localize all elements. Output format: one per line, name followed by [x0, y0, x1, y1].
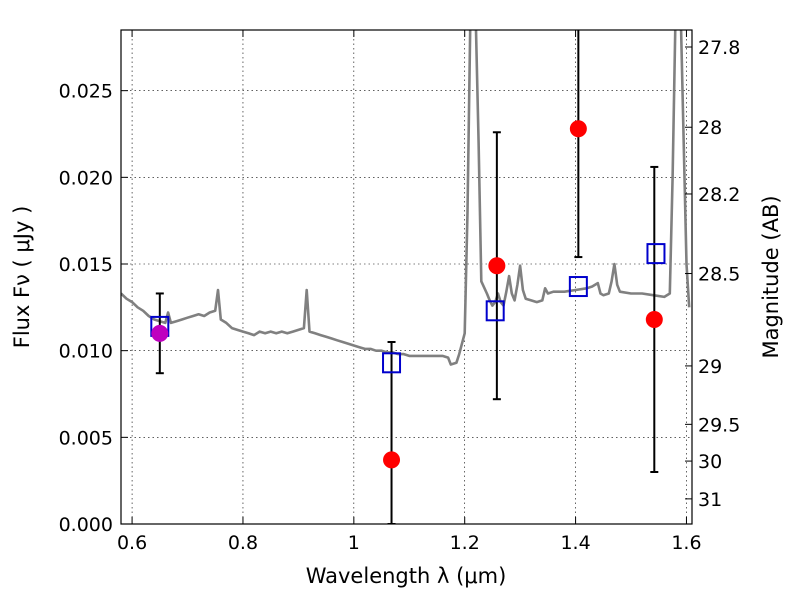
- right-axis-label: Magnitude (AB): [759, 195, 783, 358]
- model-spectrum: [121, 30, 691, 366]
- x-axis-label: Wavelength λ (μm): [306, 564, 507, 588]
- right-tick-label: 28.5: [698, 264, 740, 286]
- x-tick-label: 0.6: [117, 532, 147, 554]
- observed-circle-marker: [569, 120, 587, 138]
- model-square-marker: [568, 276, 588, 298]
- observed-circle-marker: [645, 310, 663, 328]
- ticks: 0.6 0.8 1 1.2 1.4 1.6 0.000 0.005 0.010 0.015 0.02…: [59, 30, 740, 554]
- x-tick-label: 0.8: [228, 532, 258, 554]
- grid: [121, 30, 692, 524]
- y-tick-label: 0.010: [59, 341, 113, 363]
- right-tick-label: 31: [698, 489, 722, 511]
- right-tick-label: 29: [698, 356, 722, 378]
- plot-background: [121, 30, 692, 524]
- spectrum-line: [121, 30, 691, 366]
- y-tick-label: 0.020: [59, 167, 113, 189]
- y-tick-label: 0.025: [59, 81, 113, 103]
- x-tick-label: 1: [348, 532, 360, 554]
- y-tick-label: 0.005: [59, 427, 113, 449]
- model-square-marker: [485, 300, 505, 322]
- y-axis-label: Flux Fν ( μJy ): [10, 206, 34, 349]
- right-tick-label: 27.8: [698, 37, 740, 59]
- right-tick-label: 28.2: [698, 184, 740, 206]
- right-tick-label: 29.5: [698, 414, 740, 436]
- markers: [150, 120, 666, 469]
- model-square-marker: [382, 352, 402, 374]
- x-tick-label: 1.4: [560, 532, 590, 554]
- right-tick-label: 30: [698, 451, 722, 473]
- y-tick-label: 0.000: [59, 514, 113, 536]
- observed-circle-marker: [151, 324, 169, 342]
- model-square-marker: [646, 243, 666, 265]
- right-tick-label: 28: [698, 117, 722, 139]
- observed-circle-marker: [383, 451, 401, 469]
- x-tick-label: 1.2: [450, 532, 480, 554]
- y-tick-label: 0.015: [59, 254, 113, 276]
- plot-frame: [120, 29, 693, 525]
- x-tick-label: 1.6: [671, 532, 701, 554]
- observed-circle-marker: [488, 257, 506, 275]
